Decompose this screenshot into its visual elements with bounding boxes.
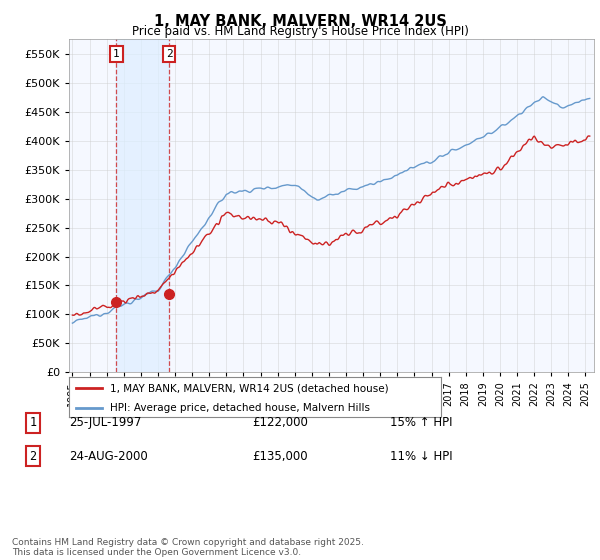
Text: £122,000: £122,000	[252, 416, 308, 430]
Text: 24-AUG-2000: 24-AUG-2000	[69, 450, 148, 463]
Text: HPI: Average price, detached house, Malvern Hills: HPI: Average price, detached house, Malv…	[110, 403, 370, 413]
Text: Contains HM Land Registry data © Crown copyright and database right 2025.
This d: Contains HM Land Registry data © Crown c…	[12, 538, 364, 557]
Text: 1, MAY BANK, MALVERN, WR14 2US: 1, MAY BANK, MALVERN, WR14 2US	[154, 14, 446, 29]
Text: 1, MAY BANK, MALVERN, WR14 2US (detached house): 1, MAY BANK, MALVERN, WR14 2US (detached…	[110, 383, 389, 393]
Text: 1: 1	[113, 49, 120, 59]
Text: Price paid vs. HM Land Registry's House Price Index (HPI): Price paid vs. HM Land Registry's House …	[131, 25, 469, 38]
Text: 2: 2	[29, 450, 37, 463]
Text: 2: 2	[166, 49, 172, 59]
Bar	[116, 39, 169, 372]
Text: 25-JUL-1997: 25-JUL-1997	[69, 416, 142, 430]
Text: 1: 1	[29, 416, 37, 430]
Text: 11% ↓ HPI: 11% ↓ HPI	[390, 450, 452, 463]
Text: 15% ↑ HPI: 15% ↑ HPI	[390, 416, 452, 430]
Text: £135,000: £135,000	[252, 450, 308, 463]
